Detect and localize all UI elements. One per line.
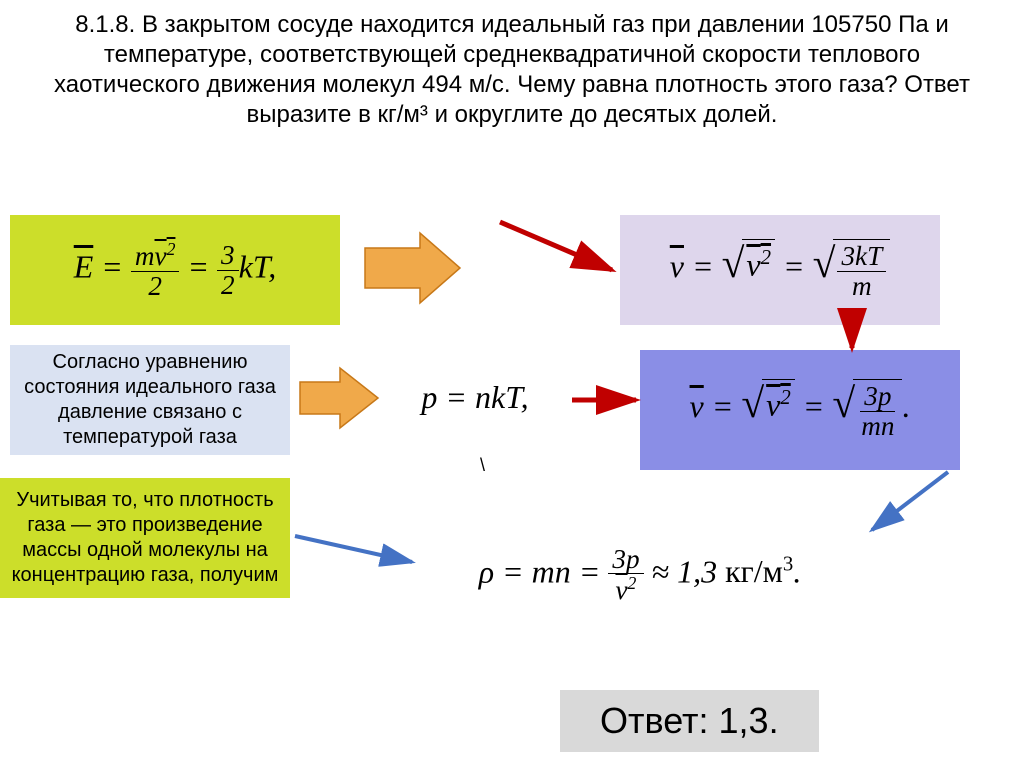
arrow-red-1	[500, 222, 612, 270]
formula-vbar2: v = v2 = 3pmn.	[640, 350, 960, 470]
stray-char: \	[480, 455, 485, 476]
arrow-orange-2	[300, 368, 378, 428]
arrow-blue-1	[295, 536, 412, 562]
formula-vbar: v = v2 = 3kTm	[620, 215, 940, 325]
answer-box: Ответ: 1,3.	[560, 690, 819, 752]
formula-rho: ρ = mn = 3pv2 ≈ 1,3 кг/м3.	[420, 530, 860, 620]
formula-pnkt: p = nkT,	[380, 370, 570, 425]
arrow-orange-1	[365, 233, 460, 303]
density-text: Учитывая то, что плотность газа — это пр…	[0, 478, 290, 598]
eqstate-text: Согласно уравнению состояния идеального …	[10, 345, 290, 455]
arrow-blue-2	[872, 472, 948, 530]
problem-statement: 8.1.8. В закрытом сосуде находится идеал…	[0, 0, 1024, 130]
formula-energy: E = mv22 = 32kT,	[10, 215, 340, 325]
